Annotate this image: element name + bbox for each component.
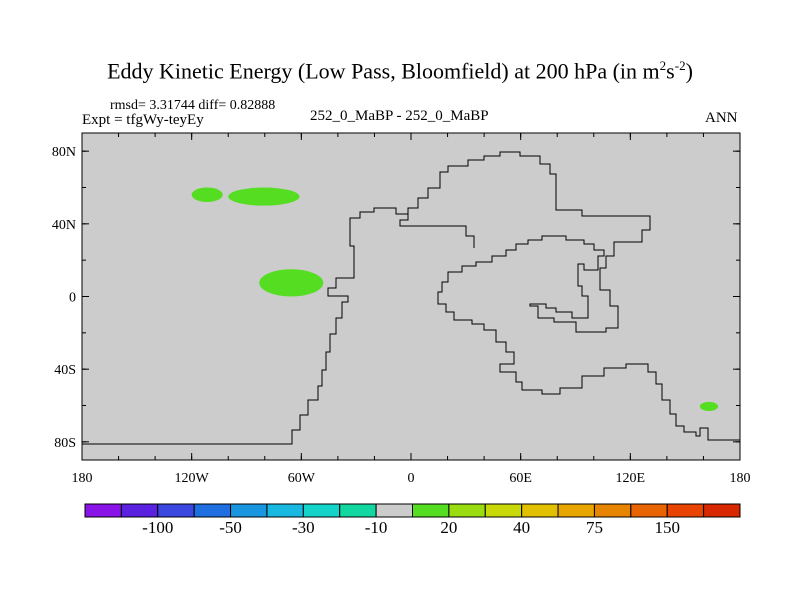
y-tick-label: 40S [54, 363, 76, 378]
continent-outlines [82, 151, 740, 461]
colorbar-swatch [412, 503, 450, 518]
anomaly-equatorial-pacific [259, 269, 324, 297]
y-tick-label: 40N [52, 218, 76, 233]
colorbar-swatch [703, 503, 741, 518]
colorbar-swatch [593, 503, 632, 518]
colorbar-swatch [193, 503, 232, 518]
coastline-north [407, 151, 651, 243]
colorbar-swatch [375, 503, 414, 518]
colorbar-label: -50 [219, 518, 242, 537]
x-axis-ticks: 180 120W 60W 0 60E 120E 180 [72, 133, 751, 486]
anomaly-north-pacific-east [228, 187, 300, 206]
y-axis-ticks: 80N 40N 0 40S 80S [52, 145, 740, 451]
colorbar-swatch [448, 503, 486, 518]
map-background [81, 132, 741, 461]
x-tick-label: 120W [175, 471, 210, 486]
colorbar-label: -100 [142, 518, 174, 537]
colorbar-label: 150 [654, 518, 680, 537]
colorbar-swatch [230, 503, 268, 518]
colorbar-swatch [484, 503, 523, 518]
colorbar-swatch [120, 503, 159, 518]
season-label: ANN [705, 110, 738, 126]
x-tick-label: 180 [72, 471, 93, 486]
chart-title: Eddy Kinetic Energy (Low Pass, Bloomfiel… [107, 58, 693, 84]
stats-label: rmsd= 3.31744 diff= 0.82888 [110, 98, 276, 113]
colorbar-swatch [339, 503, 377, 518]
colorbar-label: -10 [364, 518, 388, 537]
y-tick-label: 0 [69, 291, 76, 306]
colorbar-label: 20 [440, 518, 458, 537]
x-tick-label: 60E [509, 471, 532, 486]
colorbar-swatch [666, 503, 705, 518]
colorbar-swatch [557, 503, 595, 518]
x-tick-label: 60W [288, 471, 316, 486]
comparison-label: 252_0_MaBP - 252_0_MaBP [310, 108, 489, 124]
colorbar-swatch [266, 503, 304, 518]
colorbar-swatch [157, 503, 195, 518]
colorbar-label: 75 [585, 518, 603, 537]
y-tick-label: 80S [54, 436, 76, 451]
y-tick-label: 80N [52, 145, 76, 160]
x-tick-label: 120E [616, 471, 646, 486]
anomaly-south-pacific [699, 401, 719, 411]
experiment-label: Expt = tfgWy-teyEy [82, 112, 204, 128]
x-tick-label: 0 [408, 471, 415, 486]
colorbar-label: -30 [291, 518, 315, 537]
colorbar-swatch [302, 503, 341, 518]
anomaly-north-pacific-west [191, 187, 223, 203]
colorbar-label: 40 [513, 518, 531, 537]
coastline-east [437, 235, 740, 441]
colorbar-swatch [84, 503, 122, 518]
anomaly-regions [191, 187, 719, 411]
colorbar-swatch [630, 503, 668, 518]
colorbar-swatch [521, 503, 559, 518]
x-tick-label: 180 [730, 471, 751, 486]
